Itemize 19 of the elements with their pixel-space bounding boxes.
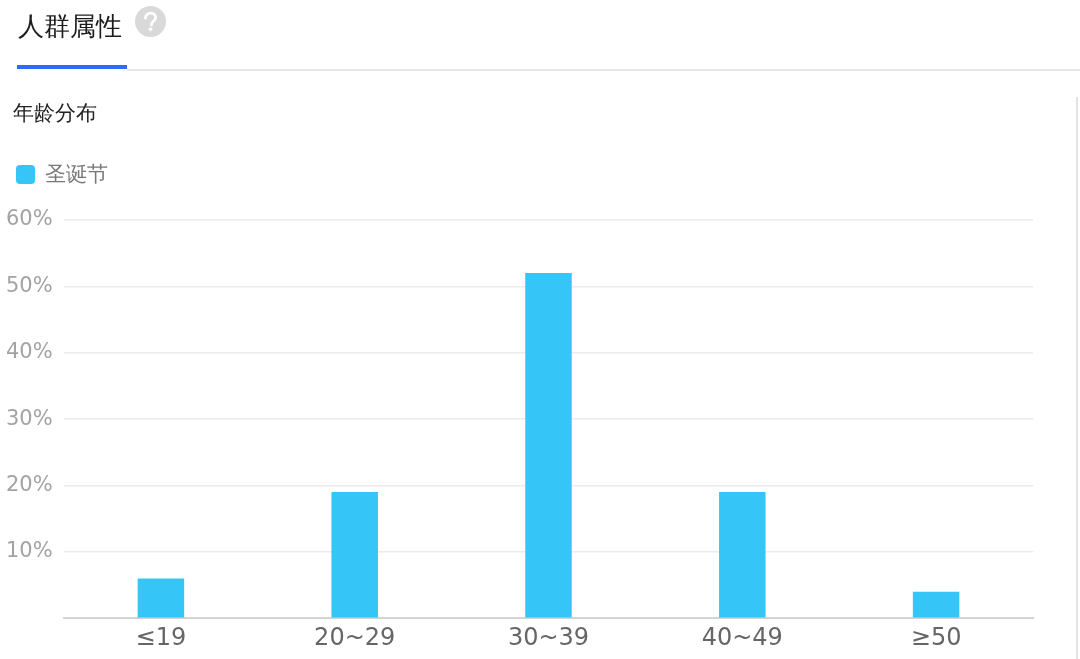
bar: [912, 591, 960, 618]
y-tick-label: 60%: [6, 206, 53, 231]
x-tick-label: ≤19: [135, 622, 187, 651]
y-tick-label: 40%: [6, 339, 53, 364]
legend-label: 圣诞节: [45, 161, 108, 188]
bar: [719, 492, 766, 618]
y-tick-label: 20%: [6, 471, 53, 496]
x-tick-label: 30~39: [507, 622, 590, 651]
bar: [137, 578, 185, 618]
bar: [525, 273, 572, 618]
x-tick-label: ≥50: [910, 622, 962, 651]
x-tick-label: 20~29: [314, 622, 396, 651]
chart-title: 人群属性: [18, 10, 122, 43]
x-tick-label: 40~49: [701, 622, 783, 651]
y-tick-label: 10%: [6, 538, 53, 563]
bar: [331, 492, 378, 618]
y-tick-label: 30%: [6, 405, 53, 430]
chart-subtitle: 年龄分布: [13, 100, 97, 127]
y-tick-label: 50%: [6, 272, 53, 297]
